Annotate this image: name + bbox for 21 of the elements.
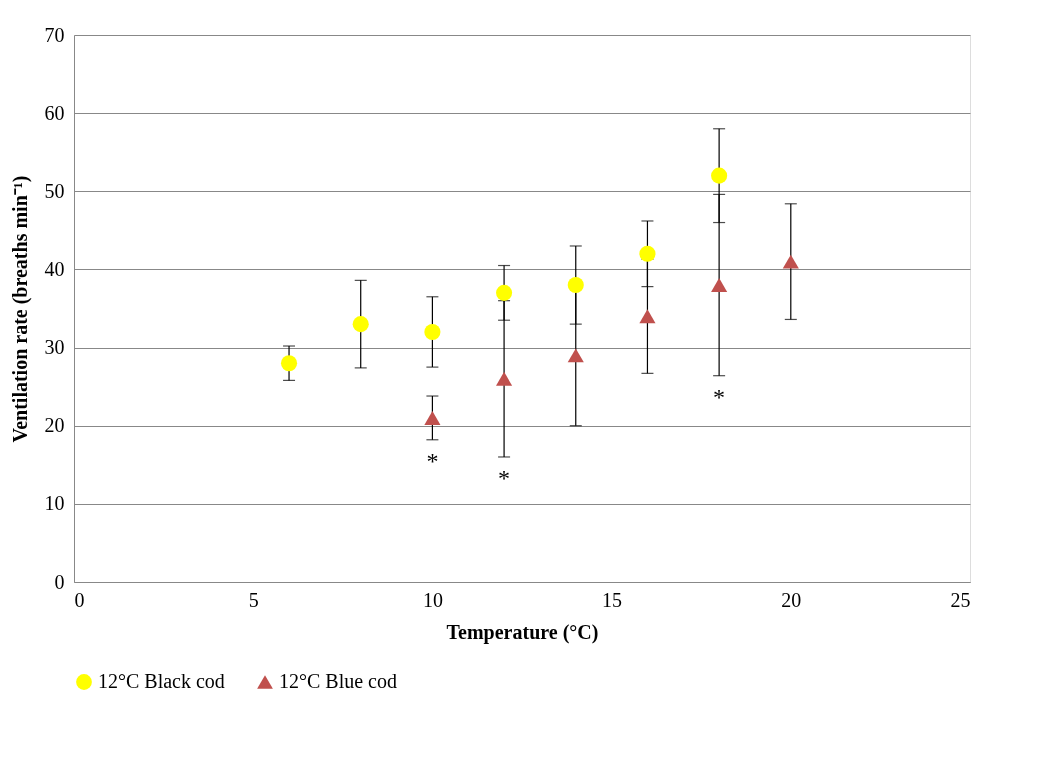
x-tick-label: 20 (781, 588, 802, 611)
y-tick-label: 40 (44, 257, 65, 280)
x-tick-label: 15 (602, 588, 623, 611)
legend-label: 12°C Blue cod (279, 670, 397, 692)
x-tick-label: 0 (74, 588, 85, 611)
y-tick-label: 10 (44, 492, 65, 515)
annotation: * (498, 464, 511, 491)
annotation: * (426, 447, 439, 474)
y-tick-label: 50 (44, 179, 65, 202)
x-tick-label: 5 (248, 588, 259, 611)
annotation: * (713, 383, 726, 410)
x-tick-label: 25 (950, 588, 971, 611)
y-tick-label: 0 (54, 570, 65, 593)
x-tick-label: 10 (422, 588, 443, 611)
y-tick-label: 30 (44, 336, 65, 359)
y-axis-title: Ventilation rate (breaths min⁻¹) (8, 175, 32, 443)
x-axis-title: Temperature (°C) (446, 620, 599, 644)
legend-label: 12°C Black cod (98, 670, 225, 692)
y-tick-label: 20 (44, 414, 65, 437)
y-tick-label: 70 (44, 23, 65, 46)
y-tick-label: 60 (44, 101, 65, 124)
